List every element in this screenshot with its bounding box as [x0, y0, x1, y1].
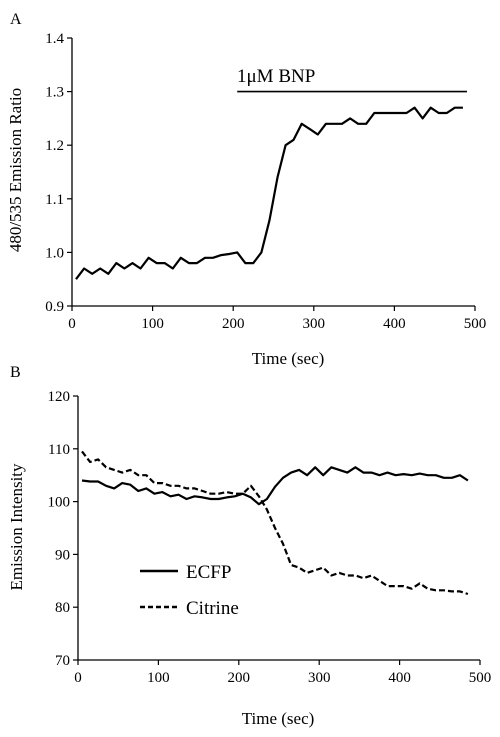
panel-a-y-axis-label: 480/535 Emission Ratio: [6, 88, 25, 252]
panel-b-x-tick-label: 0: [74, 670, 82, 686]
panel-b-y-tick-label: 70: [55, 653, 70, 669]
panel-a-series-line-0: [75, 106, 463, 280]
panel-a-x-tick-label: 200: [222, 316, 245, 332]
panel-b-y-tick-label: 110: [48, 442, 70, 458]
panel-b-legend: ECFP Citrine: [140, 562, 239, 619]
panel-b-series-line-citrine: [81, 450, 469, 596]
panel-b-y-tick-label: 100: [48, 495, 71, 511]
panel-b-x-tick-label: 500: [469, 670, 492, 686]
panel-b-y-tick-label: 120: [48, 389, 71, 405]
panel-b-x-axis-label: Time (sec): [242, 709, 315, 728]
panel-b-x-tick-label: 300: [308, 670, 331, 686]
panel-b-y-tick-label: 90: [55, 547, 70, 563]
panel-b-x-tick-label: 200: [228, 670, 251, 686]
panel-a-x-tick-label: 0: [68, 316, 76, 332]
panel-a-x-tick-label: 100: [141, 316, 164, 332]
panel-a-x-tick-label: 300: [303, 316, 326, 332]
panel-b-x-tick-label: 100: [147, 670, 170, 686]
panel-b-y-axis-label: Emission Intensity: [7, 463, 26, 591]
panel-a-chart: A 480/535 Emission Ratio Time (sec) 1μM …: [6, 11, 486, 368]
panel-b-chart: B Emission Intensity Time (sec) ECFP Cit…: [7, 364, 491, 728]
panel-a-x-tick-label: 400: [383, 316, 406, 332]
panel-a-x-axis-label: Time (sec): [252, 349, 325, 368]
panel-b-label: B: [10, 364, 21, 381]
legend-label-ecfp: ECFP: [186, 562, 231, 583]
panel-a-y-tick-label: 1.4: [45, 31, 64, 47]
bnp-annotation-label: 1μM BNP: [237, 66, 315, 87]
panel-a-label: A: [10, 11, 22, 28]
panel-a-y-tick-label: 0.9: [45, 299, 64, 315]
panel-a-x-tick-label: 500: [464, 316, 487, 332]
panel-a-y-tick-label: 1.3: [45, 85, 64, 101]
panel-a-y-tick-label: 1.1: [45, 192, 64, 208]
panel-b-x-tick-label: 400: [388, 670, 411, 686]
panel-b-y-tick-label: 80: [55, 600, 70, 616]
panel-a-y-tick-label: 1.2: [45, 138, 64, 154]
panel-a-y-tick-label: 1.0: [45, 245, 64, 261]
panel-b-series-line-ecfp: [81, 466, 469, 506]
legend-label-citrine: Citrine: [186, 598, 239, 619]
